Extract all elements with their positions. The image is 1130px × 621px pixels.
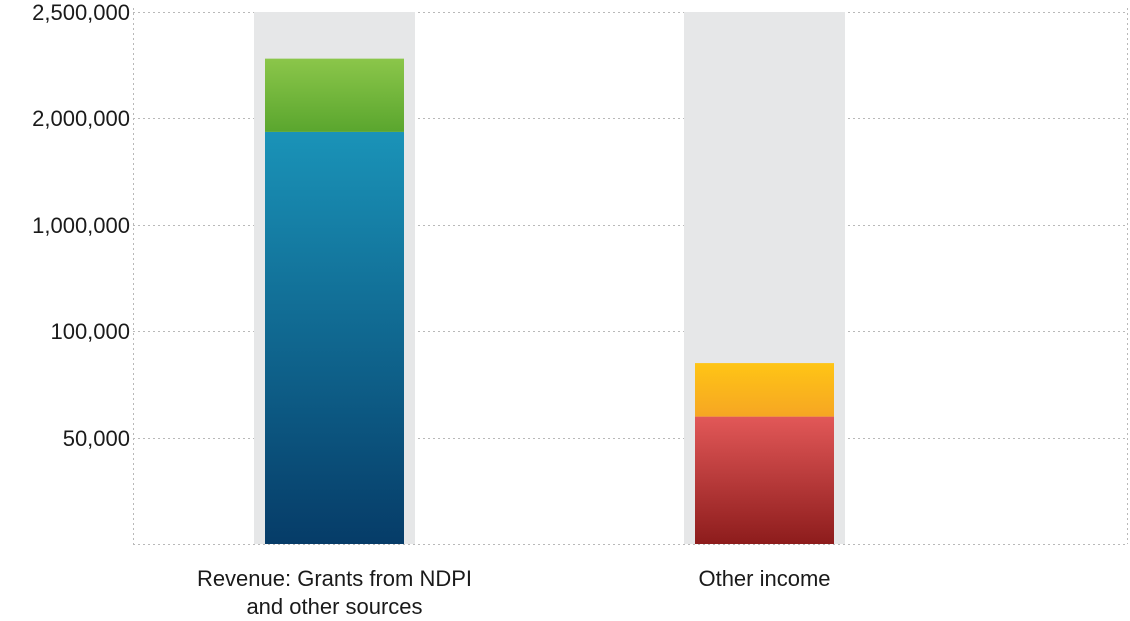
y-axis-tick-labels: 50,000 100,000 1,000,000 2,000,000 2,500,000 xyxy=(32,0,130,451)
y-tick-label: 2,500,000 xyxy=(32,0,130,25)
bar-segment xyxy=(265,131,404,544)
bar-segments xyxy=(265,58,834,544)
bar-segment xyxy=(695,416,834,544)
x-category-label: and other sources xyxy=(246,594,422,619)
y-tick-label: 1,000,000 xyxy=(32,213,130,238)
bar-segment xyxy=(265,58,404,132)
category-labels: Revenue: Grants from NDPI and other sourc… xyxy=(197,566,831,619)
y-tick-label: 2,000,000 xyxy=(32,106,130,131)
x-category-label: Revenue: Grants from NDPI xyxy=(197,566,472,591)
x-category-label: Other income xyxy=(698,566,830,591)
y-tick-label: 100,000 xyxy=(50,319,130,344)
bar-segment xyxy=(695,363,834,417)
y-tick-label: 50,000 xyxy=(63,426,130,451)
